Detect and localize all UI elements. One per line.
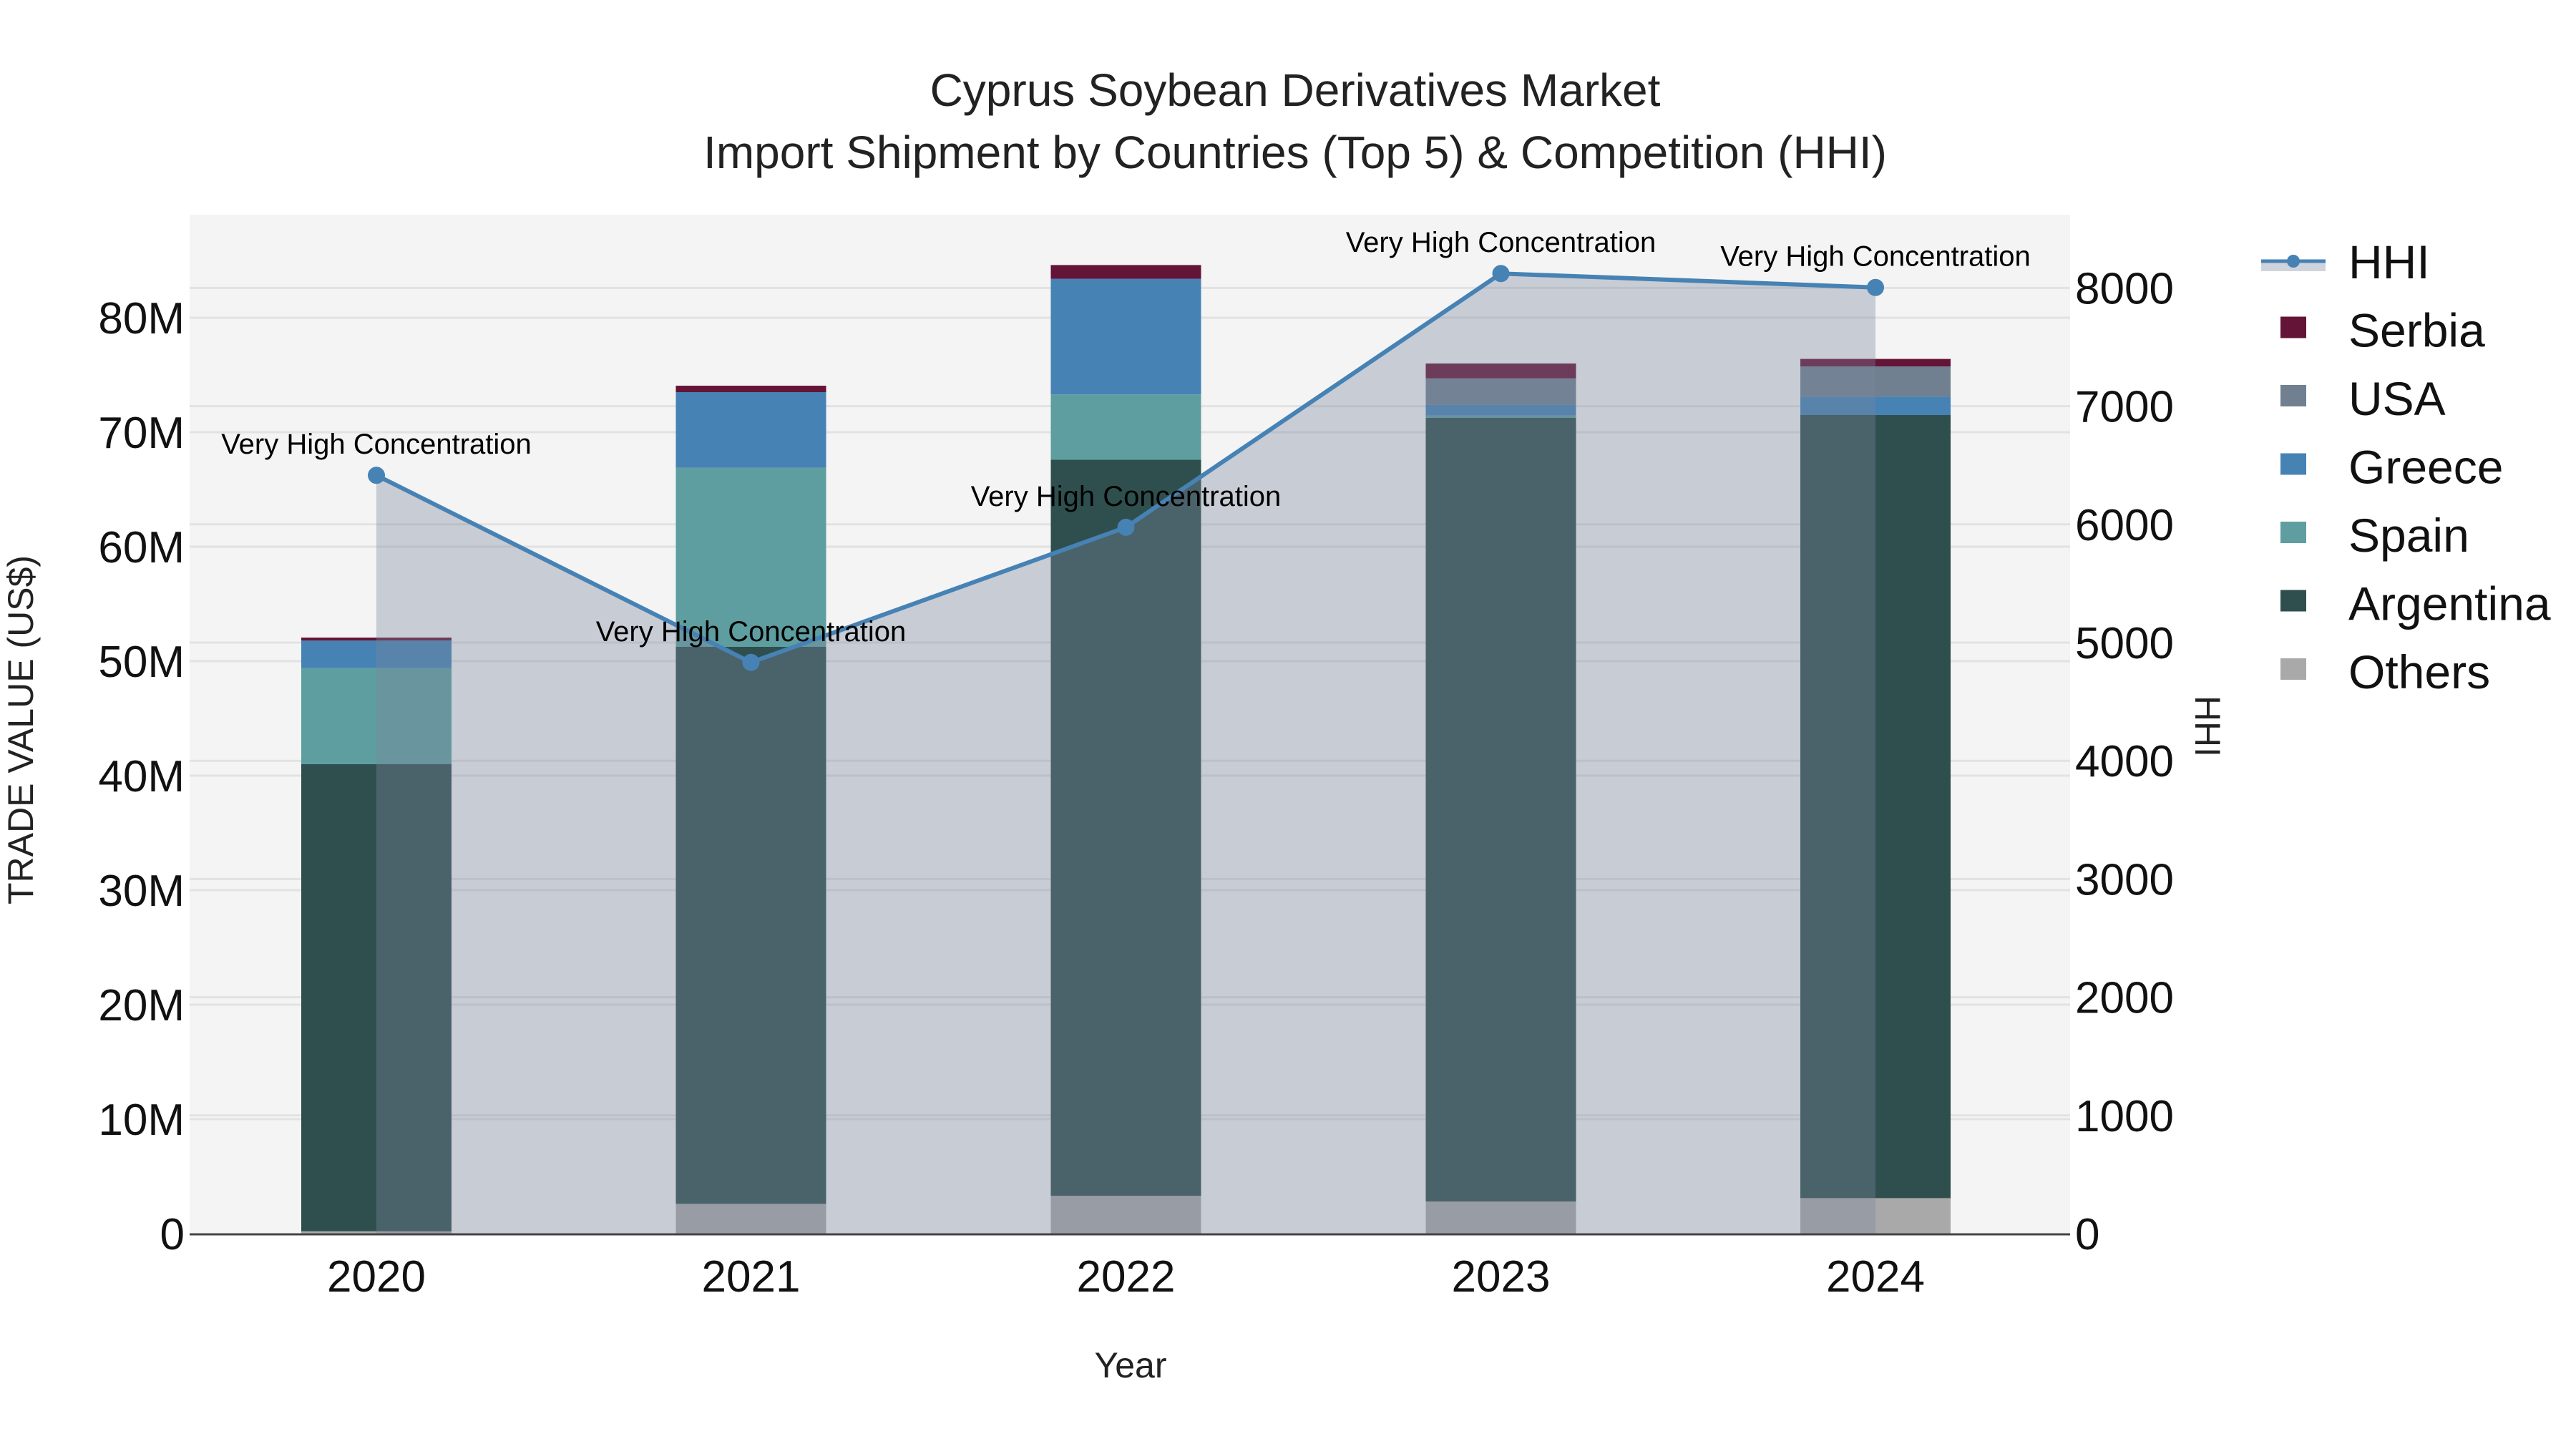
legend-item-serbia[interactable]: Serbia xyxy=(2280,304,2485,357)
y-axis-left-title: TRADE VALUE (US$) xyxy=(1,555,41,904)
bar-stack-2022 xyxy=(1050,265,1201,1234)
y-right-tick-label: 0 xyxy=(2075,1210,2099,1259)
hhi-point xyxy=(1492,265,1510,283)
bar-segment-others xyxy=(1050,1196,1201,1234)
bar-segment-spain xyxy=(1050,394,1201,460)
y-left-tick-label: 40M xyxy=(98,752,185,801)
bar-segment-others xyxy=(1800,1198,1951,1234)
bar-segment-serbia xyxy=(1050,265,1201,279)
y-left-tick-label: 60M xyxy=(98,523,185,572)
y-left-tick-label: 80M xyxy=(98,294,185,343)
hhi-point xyxy=(1117,518,1135,536)
hhi-annotation: Very High Concentration xyxy=(971,481,1282,512)
x-axis-ticks: 2020 2021 2022 2023 2024 xyxy=(327,1252,1925,1302)
legend-label: Spain xyxy=(2348,509,2469,562)
hhi-point xyxy=(1867,278,1884,296)
bar-segment-serbia xyxy=(301,638,452,641)
x-tick-label: 2020 xyxy=(327,1252,426,1302)
x-tick-label: 2023 xyxy=(1452,1252,1551,1302)
bar-segment-greece xyxy=(1050,278,1201,395)
bar-segment-usa xyxy=(1800,366,1951,397)
y-right-tick-label: 8000 xyxy=(2075,264,2174,313)
chart-title-line2: Import Shipment by Countries (Top 5) & C… xyxy=(703,127,1887,178)
legend-item-argentina[interactable]: Argentina xyxy=(2280,577,2551,630)
bar-segment-serbia xyxy=(1425,364,1576,379)
bar-stack-2021 xyxy=(675,386,826,1234)
bar-segment-usa xyxy=(1425,378,1576,405)
legend-swatch-icon xyxy=(2280,385,2306,406)
bar-segment-others xyxy=(301,1231,452,1234)
legend-label: Serbia xyxy=(2348,304,2485,357)
y-left-tick-label: 20M xyxy=(98,981,185,1030)
y-right-tick-label: 3000 xyxy=(2075,855,2174,904)
y-right-tick-label: 5000 xyxy=(2075,619,2174,668)
legend-item-usa[interactable]: USA xyxy=(2280,372,2446,425)
legend-item-hhi[interactable]: HHI xyxy=(2261,235,2430,288)
y-left-tick-label: 30M xyxy=(98,867,185,916)
y-axis-right-ticks: 0 1000 2000 3000 4000 5000 6000 7000 8000 xyxy=(2075,264,2174,1259)
bar-segment-greece xyxy=(1425,404,1576,416)
bar-stack-2020 xyxy=(301,638,452,1234)
legend-swatch-icon xyxy=(2280,453,2306,475)
legend-label: USA xyxy=(2348,372,2446,425)
legend-swatch-icon xyxy=(2280,658,2306,680)
bar-segment-argentina xyxy=(1425,418,1576,1202)
hhi-area xyxy=(376,273,1875,1234)
bar-segment-spain xyxy=(675,467,826,647)
hhi-annotation: Very High Concentration xyxy=(221,429,532,460)
legend-label: Argentina xyxy=(2348,577,2551,630)
bar-segment-serbia xyxy=(1800,358,1951,366)
y-axis-right-title: HHI xyxy=(2187,696,2228,757)
x-tick-label: 2024 xyxy=(1826,1252,1925,1302)
bar-stack-2023 xyxy=(1425,364,1576,1234)
x-axis-title: Year xyxy=(1094,1345,1166,1385)
legend-item-others[interactable]: Others xyxy=(2280,645,2490,698)
hhi-annotation: Very High Concentration xyxy=(1346,227,1657,258)
legend-item-spain[interactable]: Spain xyxy=(2280,509,2469,562)
bar-segment-argentina xyxy=(1800,415,1951,1199)
y-left-tick-label: 50M xyxy=(98,638,185,687)
bar-segment-greece xyxy=(301,640,452,668)
legend-swatch-icon xyxy=(2280,316,2306,338)
y-right-tick-label: 1000 xyxy=(2075,1092,2174,1141)
y-axis-left-ticks: 0 10M 20M 30M 40M 50M 60M 70M 80M xyxy=(98,294,185,1259)
x-tick-label: 2021 xyxy=(702,1252,801,1302)
y-left-tick-label: 10M xyxy=(98,1096,185,1145)
bar-segment-serbia xyxy=(675,386,826,392)
bar-segment-argentina xyxy=(1050,459,1201,1196)
legend: HHI Serbia USA Greece Spain Argentina Others xyxy=(2261,235,2551,698)
legend-item-greece[interactable]: Greece xyxy=(2280,441,2503,494)
y-right-tick-label: 2000 xyxy=(2075,974,2174,1023)
bar-segment-greece xyxy=(675,392,826,468)
bar-segment-others xyxy=(675,1204,826,1234)
chart-title-line1: Cyprus Soybean Derivatives Market xyxy=(930,64,1661,116)
bar-segment-spain xyxy=(301,668,452,764)
y-left-tick-label: 70M xyxy=(98,409,185,458)
y-right-tick-label: 7000 xyxy=(2075,383,2174,432)
hhi-point xyxy=(368,467,385,484)
hhi-point xyxy=(742,653,760,671)
y-right-tick-label: 6000 xyxy=(2075,501,2174,550)
bar-segment-argentina xyxy=(301,764,452,1231)
legend-swatch-icon xyxy=(2280,522,2306,543)
legend-label: Others xyxy=(2348,645,2490,698)
legend-swatch-icon xyxy=(2280,590,2306,612)
bar-segment-others xyxy=(1425,1201,1576,1234)
hhi-annotations: Very High Concentration Very High Concent… xyxy=(221,227,2031,648)
bar-stack-2024 xyxy=(1800,358,1951,1234)
y-left-tick-label: 0 xyxy=(160,1210,185,1259)
hhi-series xyxy=(368,265,1884,1234)
x-tick-label: 2022 xyxy=(1077,1252,1176,1302)
hhi-annotation: Very High Concentration xyxy=(1720,241,2031,273)
bar-segment-spain xyxy=(1425,415,1576,418)
y-right-tick-label: 4000 xyxy=(2075,737,2174,786)
legend-label: HHI xyxy=(2348,235,2430,288)
hhi-annotation: Very High Concentration xyxy=(596,616,907,648)
bar-segment-argentina xyxy=(675,647,826,1204)
stacked-bars xyxy=(301,265,1951,1234)
legend-marker-icon xyxy=(2287,255,2300,268)
bar-segment-greece xyxy=(1800,396,1951,415)
legend-label: Greece xyxy=(2348,441,2503,494)
